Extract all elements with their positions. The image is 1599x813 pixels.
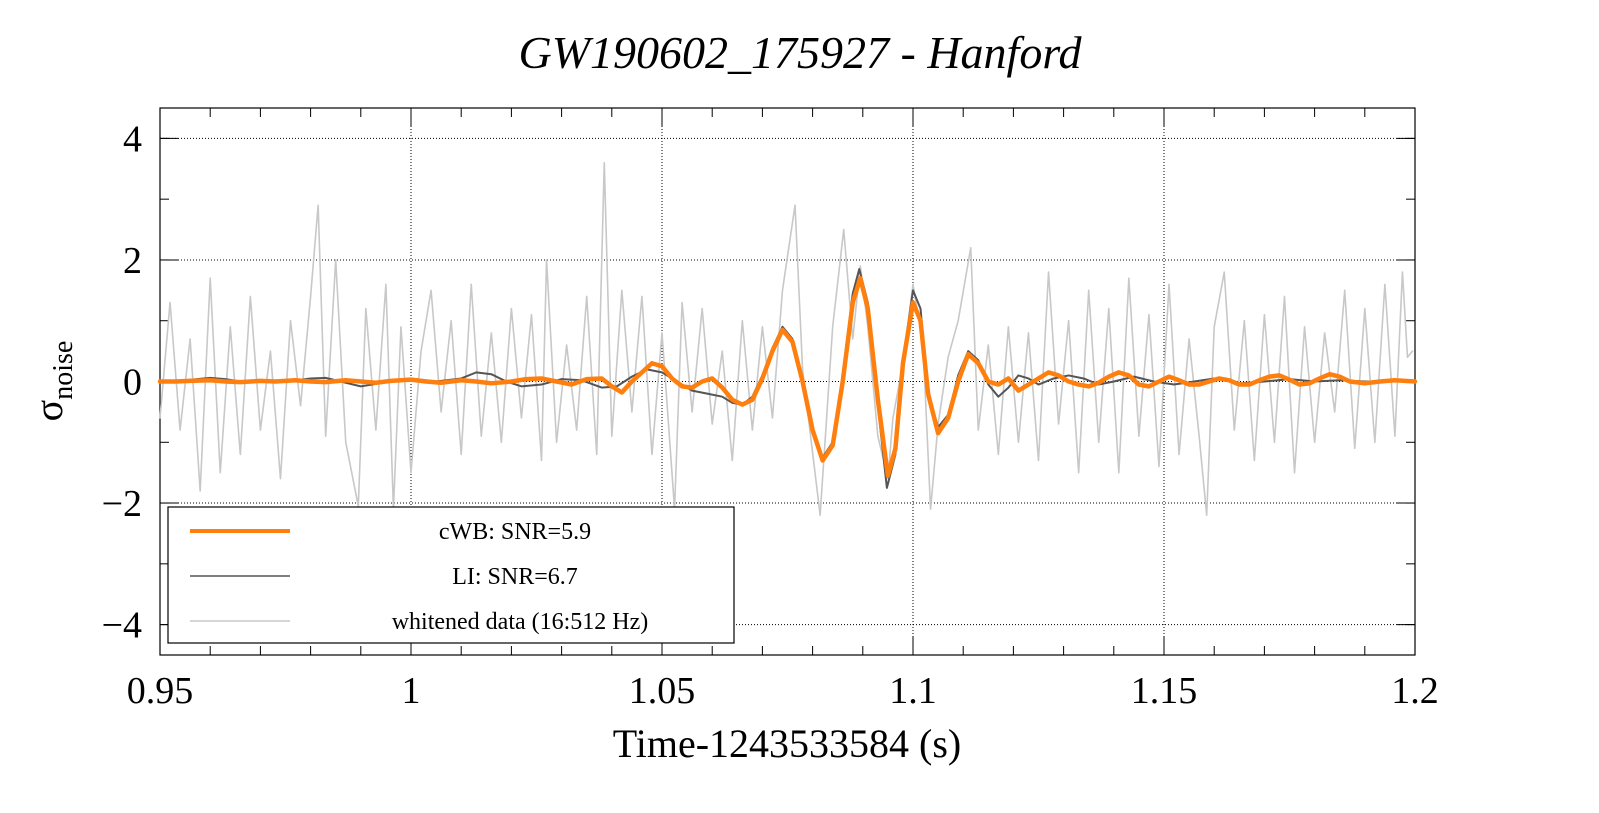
y-axis-label-sub: noise <box>48 341 79 400</box>
y-axis-label-main: σ <box>26 400 71 422</box>
legend-label-li: LI: SNR=6.7 <box>452 564 578 590</box>
series-layer <box>157 161 1418 517</box>
x-tick-label: 0.95 <box>127 670 194 712</box>
legend: cWB: SNR=5.9 LI: SNR=6.7 whitened data (… <box>167 506 735 644</box>
y-axis-label: σnoise <box>26 341 79 422</box>
x-tick-label: 1.2 <box>1391 670 1439 712</box>
legend-label-whitened: whitened data (16:512 Hz) <box>392 609 649 635</box>
tick-layer: 0.95 1 1.05 1.1 1.15 1.2 −4 −2 0 2 4 <box>102 108 1439 712</box>
y-tick-label: −4 <box>102 605 142 647</box>
x-tick-label: 1 <box>402 670 421 712</box>
series-line-whitened <box>159 161 1414 517</box>
y-tick-label: 0 <box>123 362 142 404</box>
x-tick-label: 1.15 <box>1131 670 1198 712</box>
series-line-cwb <box>157 275 1418 478</box>
x-axis-label: Time-1243533584 (s) <box>613 721 962 766</box>
x-tick-label: 1.05 <box>629 670 696 712</box>
y-tick-label: −2 <box>102 483 142 525</box>
legend-label-cwb: cWB: SNR=5.9 <box>439 519 591 545</box>
x-tick-label: 1.1 <box>889 670 937 712</box>
y-tick-label: 4 <box>123 118 142 160</box>
y-tick-label: 2 <box>123 240 142 282</box>
chart-title: GW190602_175927 - Hanford <box>518 27 1082 78</box>
